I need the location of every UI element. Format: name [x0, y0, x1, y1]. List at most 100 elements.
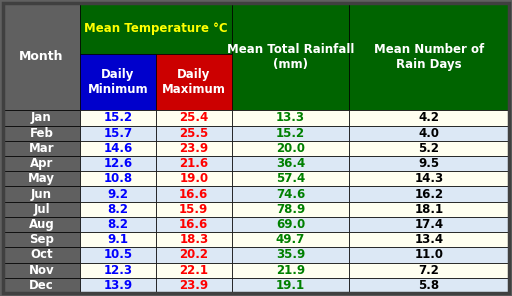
Text: 16.6: 16.6 [179, 218, 208, 231]
Bar [232, 232, 349, 247]
Bar [3, 247, 80, 263]
Bar [156, 126, 232, 141]
Text: 78.9: 78.9 [276, 203, 305, 216]
Bar [232, 202, 349, 217]
Text: Month: Month [19, 50, 63, 63]
Bar [349, 247, 509, 263]
Bar [3, 126, 80, 141]
Text: 16.2: 16.2 [415, 188, 443, 200]
Text: 9.1: 9.1 [108, 233, 129, 246]
Text: 21.6: 21.6 [179, 157, 208, 170]
Text: Jan: Jan [31, 111, 52, 124]
Text: Mean Temperature °C: Mean Temperature °C [84, 22, 228, 35]
Bar [80, 141, 156, 156]
Bar [80, 263, 156, 278]
Text: Daily
Minimum: Daily Minimum [88, 68, 148, 96]
Bar [232, 3, 349, 110]
Text: 74.6: 74.6 [276, 188, 305, 200]
Text: 23.9: 23.9 [179, 279, 208, 292]
Text: 8.2: 8.2 [108, 218, 129, 231]
Bar [156, 202, 232, 217]
Bar [80, 202, 156, 217]
Text: 20.0: 20.0 [276, 142, 305, 155]
Bar [232, 126, 349, 141]
Bar [156, 171, 232, 186]
Bar [156, 54, 232, 110]
Bar [3, 217, 80, 232]
Text: 4.0: 4.0 [418, 127, 439, 140]
Bar [349, 171, 509, 186]
Bar [349, 156, 509, 171]
Bar [349, 263, 509, 278]
Bar [80, 247, 156, 263]
Text: 14.6: 14.6 [103, 142, 133, 155]
Bar [349, 110, 509, 126]
Text: 25.4: 25.4 [179, 111, 208, 124]
Bar [3, 232, 80, 247]
Text: 12.6: 12.6 [103, 157, 133, 170]
Text: 21.9: 21.9 [276, 264, 305, 277]
Text: 8.2: 8.2 [108, 203, 129, 216]
Text: 13.3: 13.3 [276, 111, 305, 124]
Bar [3, 171, 80, 186]
Bar [232, 263, 349, 278]
Text: 57.4: 57.4 [276, 172, 305, 185]
Text: 25.5: 25.5 [179, 127, 208, 140]
Bar [232, 141, 349, 156]
Text: 5.2: 5.2 [418, 142, 439, 155]
Bar [232, 186, 349, 202]
Text: 17.4: 17.4 [415, 218, 443, 231]
Bar [232, 156, 349, 171]
Text: 15.7: 15.7 [103, 127, 133, 140]
Bar [80, 232, 156, 247]
Text: 18.1: 18.1 [415, 203, 443, 216]
Text: 35.9: 35.9 [276, 248, 305, 261]
Bar [349, 278, 509, 293]
Text: Aug: Aug [29, 218, 54, 231]
Text: 49.7: 49.7 [276, 233, 305, 246]
Bar [156, 141, 232, 156]
Bar [349, 126, 509, 141]
Text: 11.0: 11.0 [415, 248, 443, 261]
Bar [349, 3, 509, 110]
Bar [80, 217, 156, 232]
Bar [349, 232, 509, 247]
Text: 15.2: 15.2 [276, 127, 305, 140]
Text: 18.3: 18.3 [179, 233, 208, 246]
Bar [3, 141, 80, 156]
Text: 16.6: 16.6 [179, 188, 208, 200]
Text: Jul: Jul [33, 203, 50, 216]
Bar [80, 3, 232, 54]
Bar [3, 156, 80, 171]
Bar [156, 263, 232, 278]
Bar [156, 217, 232, 232]
Text: May: May [28, 172, 55, 185]
Text: 4.2: 4.2 [418, 111, 439, 124]
Text: Nov: Nov [29, 264, 54, 277]
Text: Sep: Sep [29, 233, 54, 246]
Text: 13.9: 13.9 [103, 279, 133, 292]
Bar [349, 186, 509, 202]
Bar [232, 171, 349, 186]
Text: 15.2: 15.2 [103, 111, 133, 124]
Text: Dec: Dec [29, 279, 54, 292]
Text: 10.8: 10.8 [103, 172, 133, 185]
Bar [156, 247, 232, 263]
Bar [156, 156, 232, 171]
Text: 15.9: 15.9 [179, 203, 208, 216]
Bar [232, 278, 349, 293]
Text: 69.0: 69.0 [276, 218, 305, 231]
Bar [3, 263, 80, 278]
Bar [232, 217, 349, 232]
Text: 19.0: 19.0 [179, 172, 208, 185]
Text: 19.1: 19.1 [276, 279, 305, 292]
Text: Jun: Jun [31, 188, 52, 200]
Text: 14.3: 14.3 [415, 172, 443, 185]
Text: Oct: Oct [30, 248, 53, 261]
Text: 36.4: 36.4 [276, 157, 305, 170]
Text: Feb: Feb [30, 127, 53, 140]
Text: 13.4: 13.4 [415, 233, 443, 246]
Bar [80, 110, 156, 126]
Bar [80, 54, 156, 110]
Bar [156, 278, 232, 293]
